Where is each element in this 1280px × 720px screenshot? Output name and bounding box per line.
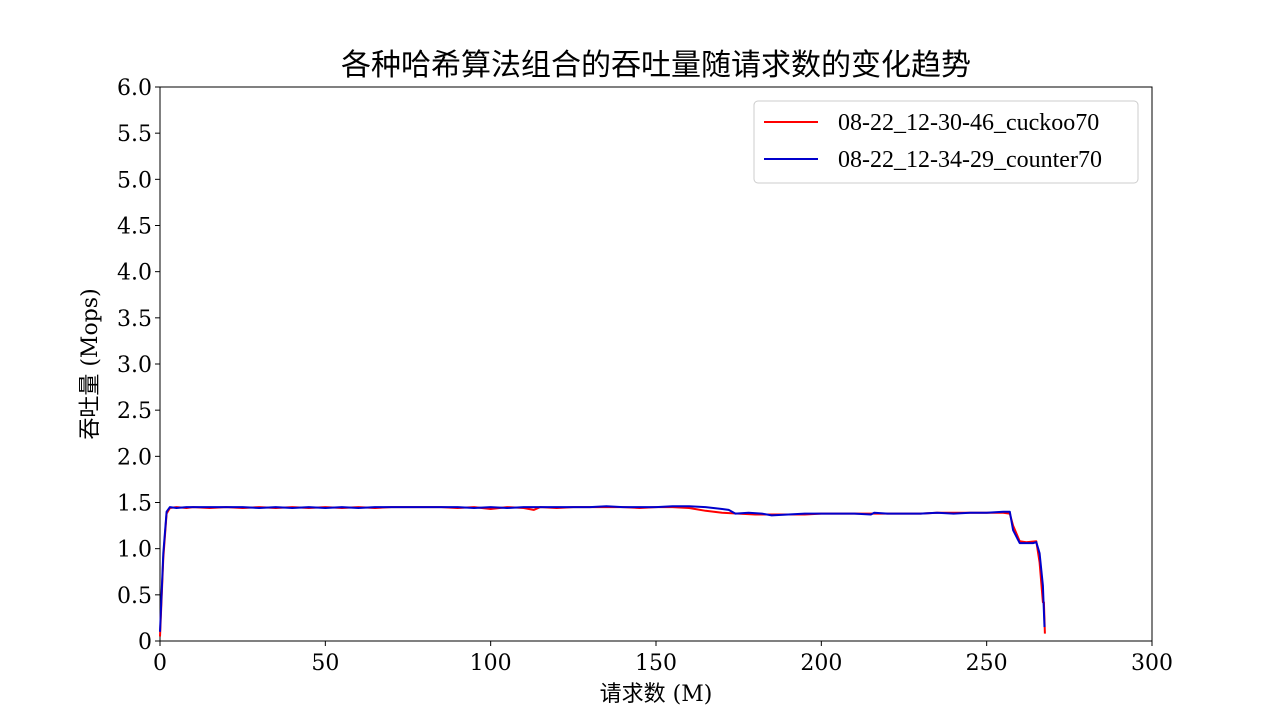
y-tick-label: 0.5 — [117, 584, 152, 609]
legend-box — [753, 100, 1139, 184]
chart-title: 各种哈希算法组合的吞吐量随请求数的变化趋势 — [341, 48, 971, 83]
legend-label: 08-22_12-30-46_cuckoo70 — [838, 110, 1099, 136]
x-tick-label: 0 — [153, 651, 167, 676]
y-tick-label: 4.0 — [117, 261, 152, 286]
y-tick-label: 2.5 — [117, 399, 152, 424]
x-tick-label: 200 — [800, 651, 842, 676]
y-tick-label: 5.0 — [117, 168, 152, 193]
x-tick-label: 50 — [311, 651, 339, 676]
series-line-2 — [159, 505, 1046, 632]
y-axis-label: 吞吐量 (Mops) — [78, 288, 103, 439]
legend: 08-22_12-30-46_cuckoo70 08-22_12-34-29_co… — [753, 100, 1139, 184]
x-tick-label: 150 — [635, 651, 677, 676]
y-tick-label: 2.0 — [117, 445, 152, 470]
y-tick-label: 1.0 — [117, 538, 152, 563]
y-tick-label: 6.0 — [117, 76, 152, 101]
y-tick-label: 4.5 — [117, 215, 152, 240]
series-layer — [159, 505, 1046, 637]
y-tick-label: 3.0 — [117, 353, 152, 378]
x-tick-label: 100 — [470, 651, 512, 676]
y-tick-label: 3.5 — [117, 307, 152, 332]
x-tick-label: 300 — [1131, 651, 1173, 676]
x-tick-label: 250 — [966, 651, 1008, 676]
x-axis-label: 请求数 (M) — [600, 682, 713, 707]
ticks-layer: 0 50 100 150 200 250 300 0 0.5 1.0 1.5 2.0 2.5 3.0 3.5… — [117, 76, 1173, 676]
legend-label: 08-22_12-34-29_counter70 — [838, 147, 1102, 173]
y-tick-label: 0 — [138, 630, 152, 655]
y-tick-label: 5.5 — [117, 122, 152, 147]
y-tick-label: 1.5 — [117, 492, 152, 517]
